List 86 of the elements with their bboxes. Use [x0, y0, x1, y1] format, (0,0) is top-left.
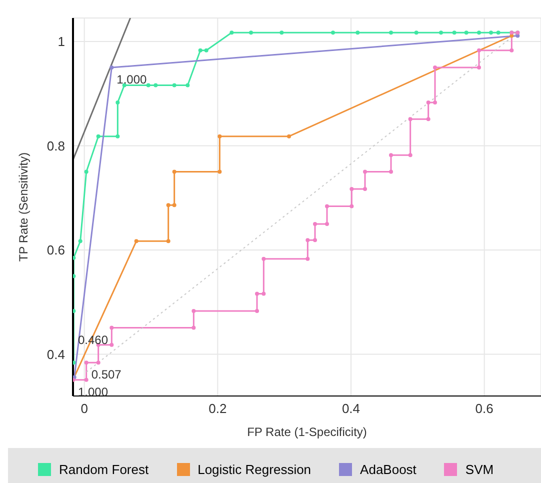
- point: [166, 239, 170, 244]
- point: [84, 378, 88, 382]
- legend-label: Random Forest: [59, 462, 149, 477]
- point: [73, 256, 76, 260]
- point: [452, 30, 456, 35]
- x-tick-label: 0.2: [208, 401, 227, 416]
- point: [204, 48, 208, 52]
- point: [313, 222, 317, 226]
- point: [110, 342, 114, 347]
- point: [110, 326, 114, 330]
- point: [439, 30, 443, 35]
- point: [414, 30, 418, 35]
- point: [477, 30, 481, 35]
- x-tick-label: 0: [80, 401, 88, 416]
- y-tick-label: 0.4: [46, 346, 65, 362]
- point: [73, 274, 76, 278]
- point: [389, 30, 393, 35]
- point: [255, 292, 259, 296]
- point: [186, 83, 190, 88]
- point: [262, 292, 266, 296]
- point: [172, 170, 176, 174]
- point: [230, 30, 234, 35]
- point: [489, 30, 493, 35]
- legend-label: Logistic Regression: [198, 462, 312, 477]
- point: [313, 238, 317, 242]
- x-tick-label: 0.4: [342, 401, 360, 416]
- point: [73, 360, 76, 365]
- point: [166, 203, 170, 208]
- y-tick-label: 0.8: [46, 138, 65, 154]
- point: [287, 134, 291, 138]
- point: [218, 134, 222, 138]
- point: [84, 170, 88, 174]
- point: [280, 30, 284, 35]
- point: [116, 134, 120, 138]
- y-axis-title: TP Rate (Sensitivity): [16, 152, 30, 262]
- point: [433, 100, 437, 104]
- point: [389, 170, 393, 174]
- legend-label: AdaBoost: [360, 462, 416, 477]
- point: [331, 30, 335, 35]
- x-tick-label: 0.6: [475, 401, 494, 416]
- point: [433, 66, 437, 70]
- point: [350, 187, 354, 192]
- legend-label: SVM: [465, 462, 494, 477]
- point: [356, 30, 360, 35]
- point: [262, 256, 266, 261]
- y-tick-label: 0.6: [46, 242, 65, 258]
- point: [192, 326, 196, 330]
- point: [73, 309, 76, 314]
- point: [426, 117, 430, 122]
- point: [325, 222, 329, 226]
- point: [134, 239, 138, 244]
- point: [96, 134, 100, 138]
- point: [192, 309, 196, 314]
- point: [510, 48, 514, 52]
- annotation: 1.000: [116, 72, 148, 87]
- annotation: 0.507: [91, 368, 122, 382]
- point: [363, 170, 367, 174]
- point: [172, 83, 176, 88]
- point: [154, 83, 158, 88]
- point: [477, 66, 481, 70]
- point: [116, 100, 120, 104]
- point: [110, 66, 114, 70]
- point: [350, 204, 354, 208]
- x-axis-title: FP Rate (1-Specificity): [247, 425, 367, 439]
- point: [78, 239, 82, 244]
- point: [218, 170, 222, 174]
- point: [408, 117, 412, 122]
- point: [477, 48, 481, 52]
- annotation: 1.000: [78, 384, 108, 399]
- point: [408, 153, 412, 158]
- point: [496, 30, 500, 35]
- point: [84, 360, 88, 365]
- point: [306, 238, 310, 242]
- point: [306, 256, 310, 261]
- point: [96, 360, 100, 365]
- point: [255, 309, 259, 314]
- point: [426, 100, 430, 104]
- point: [363, 187, 367, 192]
- y-tick-label: 1: [58, 34, 65, 50]
- point: [146, 83, 150, 88]
- point: [464, 30, 468, 35]
- point: [389, 153, 393, 158]
- point: [198, 48, 202, 52]
- point: [249, 30, 253, 35]
- point: [325, 204, 329, 208]
- point: [172, 203, 176, 208]
